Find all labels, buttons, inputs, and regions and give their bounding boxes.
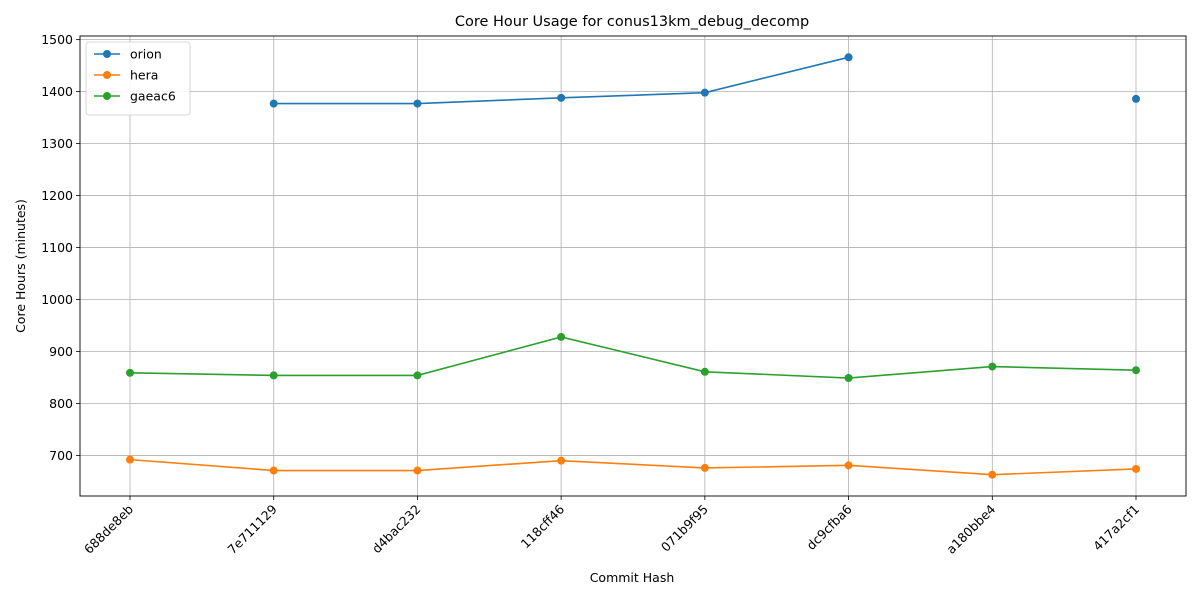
y-axis-ticks: 700 800 900 1000 1100 1200 1300 1400 1500 bbox=[41, 32, 80, 463]
y-tick-label: 1200 bbox=[41, 188, 73, 203]
y-tick-label: 800 bbox=[49, 396, 73, 411]
data-point-orion bbox=[269, 99, 278, 108]
x-tick-label: d4bac232 bbox=[369, 502, 424, 557]
y-tick-label: 1500 bbox=[41, 32, 73, 47]
data-point-orion bbox=[557, 93, 566, 102]
data-point-hera bbox=[988, 470, 997, 479]
chart-title: Core Hour Usage for conus13km_debug_deco… bbox=[455, 14, 809, 30]
x-axis-label: Commit Hash bbox=[590, 570, 675, 585]
legend-marker-orion bbox=[103, 50, 111, 58]
data-point-gaeac6 bbox=[126, 368, 134, 377]
data-point-hera bbox=[126, 455, 134, 464]
x-tick-label: 688de8eb bbox=[81, 501, 136, 556]
series-line-hera bbox=[129, 458, 1137, 476]
y-tick-label: 1300 bbox=[41, 136, 73, 151]
series-layer bbox=[126, 53, 1140, 479]
data-point-orion bbox=[1132, 94, 1140, 103]
series-gaeac6 bbox=[126, 332, 1140, 383]
legend-label-hera: hera bbox=[130, 68, 158, 83]
x-tick-label: 7e711129 bbox=[224, 501, 279, 556]
data-point-orion bbox=[700, 88, 709, 97]
grid-lines bbox=[80, 36, 1186, 496]
y-tick-label: 1100 bbox=[41, 240, 73, 255]
series-hera bbox=[126, 455, 1140, 479]
y-axis-label: Core Hours (minutes) bbox=[13, 199, 28, 333]
data-point-gaeac6 bbox=[844, 374, 853, 383]
data-point-hera bbox=[413, 466, 422, 475]
x-tick-label: a180bbe4 bbox=[943, 501, 998, 556]
series-line-gaeac6 bbox=[129, 336, 1137, 379]
data-point-hera bbox=[269, 466, 278, 475]
y-tick-label: 1400 bbox=[41, 84, 73, 99]
y-tick-label: 700 bbox=[49, 448, 73, 463]
data-point-hera bbox=[844, 461, 853, 470]
y-tick-label: 900 bbox=[49, 344, 73, 359]
data-point-orion bbox=[844, 53, 853, 62]
data-point-hera bbox=[557, 456, 566, 465]
y-tick-label: 1000 bbox=[41, 292, 73, 307]
x-axis-ticks: 688de8eb 7e711129 d4bac232 118cff46 071b9f95… bbox=[81, 496, 1142, 557]
data-point-gaeac6 bbox=[700, 367, 709, 376]
data-point-gaeac6 bbox=[988, 362, 997, 371]
x-tick-label: 118cff46 bbox=[518, 501, 568, 551]
data-point-gaeac6 bbox=[413, 371, 422, 380]
series-orion bbox=[269, 53, 1140, 108]
x-tick-label: 417a2cf1 bbox=[1090, 502, 1142, 554]
data-point-gaeac6 bbox=[1132, 366, 1140, 375]
legend-marker-gaeac6 bbox=[103, 92, 111, 100]
legend-marker-hera bbox=[103, 71, 111, 79]
data-point-hera bbox=[1132, 464, 1140, 473]
x-tick-label: dc9cfba6 bbox=[803, 501, 854, 552]
data-point-gaeac6 bbox=[557, 332, 566, 341]
plot-frame bbox=[79, 35, 1187, 497]
data-point-orion bbox=[413, 99, 422, 108]
legend: orion hera gaeac6 bbox=[85, 41, 191, 116]
data-point-hera bbox=[700, 463, 709, 472]
legend-label-gaeac6: gaeac6 bbox=[130, 89, 176, 104]
legend-label-orion: orion bbox=[130, 47, 162, 62]
data-point-gaeac6 bbox=[269, 371, 278, 380]
x-tick-label: 071b9f95 bbox=[658, 502, 711, 555]
